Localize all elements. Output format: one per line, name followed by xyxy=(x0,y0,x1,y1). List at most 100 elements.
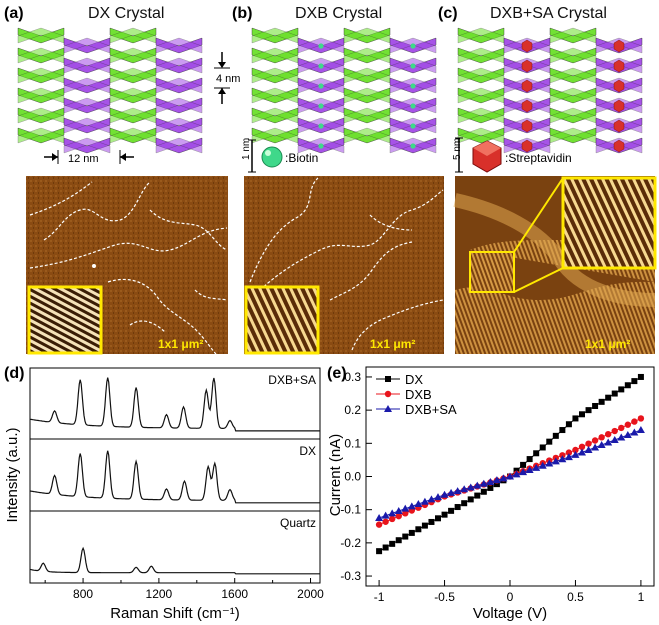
iv-point xyxy=(407,502,416,510)
iv-point xyxy=(473,481,482,489)
dx-tile-cross xyxy=(155,77,203,94)
dx-tile-cross xyxy=(251,127,299,144)
streptavidin-scale-label: 5 nm xyxy=(452,138,463,160)
afm-image-c: 1x1 μm² xyxy=(453,176,657,354)
iv-point xyxy=(414,500,423,508)
dx-tile-cross xyxy=(251,87,299,104)
iv-legend-label: DXB+SA xyxy=(405,402,457,417)
streptavidin-marker xyxy=(613,59,625,73)
afm-inset-c xyxy=(561,176,657,270)
iv-y-tick-label: 0.0 xyxy=(344,470,361,484)
raman-y-axis-label: Intensity (a.u.) xyxy=(4,427,21,522)
raman-series-group: DXB+SA DX Quartz xyxy=(29,373,320,575)
iv-series-dxb xyxy=(375,415,645,528)
iv-point xyxy=(526,456,533,463)
afm-image-b: 1x1 μm² xyxy=(244,176,444,355)
dx-tile-cross xyxy=(109,87,157,104)
biotin-marker xyxy=(318,63,324,69)
dimension-vertical-label: 4 nm xyxy=(216,73,240,85)
biotin-marker xyxy=(318,103,324,109)
iv-point xyxy=(585,407,592,414)
iv-point xyxy=(637,415,645,422)
iv-point xyxy=(571,450,580,458)
biotin-marker xyxy=(410,63,416,69)
iv-point xyxy=(546,438,553,445)
iv-y-axis-label: Current (nA) xyxy=(327,434,344,517)
dx-tile-cross xyxy=(109,127,157,144)
iv-point xyxy=(421,522,428,529)
raman-series-dxb-sa xyxy=(29,377,320,432)
panel-b-title: DXB Crystal xyxy=(295,5,382,22)
iv-point xyxy=(578,448,586,456)
iv-point xyxy=(389,540,396,547)
dx-tile-cross xyxy=(17,127,65,144)
streptavidin-marker xyxy=(521,99,533,113)
streptavidin-marker xyxy=(613,79,625,93)
dx-tile-cross xyxy=(155,57,203,74)
iv-legend-marker xyxy=(385,376,391,382)
dx-tile-cross xyxy=(549,27,597,44)
iv-point xyxy=(415,526,422,533)
iv-point xyxy=(441,511,448,518)
raman-frame xyxy=(29,367,321,584)
dx-tile-cross xyxy=(17,87,65,104)
iv-point xyxy=(611,390,618,397)
dx-tile-cross xyxy=(457,67,505,84)
streptavidin-marker xyxy=(613,139,625,153)
raman-chart: DXB+SA DX Quartz 800 1200 1600 2000 Raman Shi… xyxy=(4,367,324,622)
afm-inset-a xyxy=(27,285,103,355)
dx-tile-cross xyxy=(549,67,597,84)
iv-point xyxy=(512,470,521,478)
dx-tile-cross xyxy=(63,137,111,154)
biotin-marker xyxy=(410,83,416,89)
streptavidin-marker xyxy=(521,119,533,133)
dimension-vertical: 4 nm xyxy=(214,52,240,104)
dx-lattice xyxy=(17,27,203,154)
iv-point xyxy=(617,433,626,441)
streptavidin-marker xyxy=(521,39,533,53)
iv-point xyxy=(623,431,632,439)
iv-point xyxy=(630,428,639,436)
iv-point xyxy=(636,426,645,434)
panel-e-label: (e) xyxy=(327,365,347,382)
afm-zoom-box-c xyxy=(469,251,515,293)
iv-point xyxy=(551,457,560,465)
iv-point xyxy=(597,440,606,448)
iv-point xyxy=(467,496,474,503)
dx-tile-cross xyxy=(17,107,65,124)
iv-point xyxy=(519,468,528,476)
iv-point xyxy=(610,436,619,443)
iv-point xyxy=(624,421,632,428)
domain-boundaries-a xyxy=(29,181,228,355)
dx-tile-cross xyxy=(457,27,505,44)
dx-tile-cross xyxy=(549,127,597,144)
dx-tile-cross xyxy=(457,127,505,144)
biotin-icon xyxy=(261,146,283,168)
iv-point xyxy=(427,495,436,503)
iv-point xyxy=(572,415,579,422)
domain-boundaries-b xyxy=(249,177,444,351)
iv-point xyxy=(604,438,613,446)
iv-point xyxy=(578,443,586,451)
biotin-legend-label: :Biotin xyxy=(285,151,318,165)
dx-tile-cross xyxy=(549,87,597,104)
iv-point xyxy=(382,544,389,551)
iv-point xyxy=(447,488,456,496)
dx-tile-cross xyxy=(343,87,391,104)
raman-x-tick-label: 800 xyxy=(73,587,93,601)
iv-point xyxy=(428,518,435,525)
dxb-lattice xyxy=(251,27,437,154)
iv-point xyxy=(611,427,618,435)
raman-x-axis-label: Raman Shift (cm⁻¹) xyxy=(110,605,240,622)
biotin-scale-label: 1 nm xyxy=(241,138,252,160)
dx-tile-cross xyxy=(109,27,157,44)
iv-y-tick-label: -0.1 xyxy=(340,503,361,517)
iv-point xyxy=(591,437,599,444)
iv-point xyxy=(533,450,540,457)
iv-point xyxy=(572,446,579,454)
iv-point xyxy=(381,511,390,519)
panel-a-label: (a) xyxy=(4,5,24,22)
biotin-marker xyxy=(410,103,416,109)
